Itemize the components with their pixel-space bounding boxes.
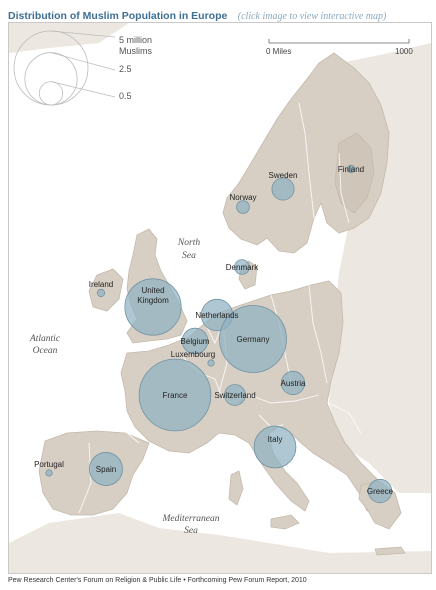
austria-bubble[interactable] (280, 370, 306, 396)
spain-label: Spain (96, 465, 116, 474)
italy-bubble[interactable] (253, 425, 297, 469)
luxembourg-label: Luxembourg (171, 350, 215, 359)
country-bubbles[interactable] (45, 164, 393, 504)
sweden-label: Sweden (269, 171, 298, 180)
luxembourg-bubble[interactable] (207, 359, 215, 367)
france-label: France (163, 391, 188, 400)
sweden-bubble[interactable] (271, 177, 295, 201)
ireland-bubble[interactable] (96, 288, 106, 298)
italy-label: Italy (268, 435, 283, 444)
north-sea-label-line1: North (177, 238, 200, 248)
north-sea-label-line2: Sea (182, 251, 196, 261)
country-labels: Finland Sweden Norway Denmark Ireland UnitedK… (34, 165, 394, 496)
legend-leaders (50, 30, 116, 98)
legend-circle (38, 81, 64, 106)
header: Distribution of Muslim Population in Eur… (8, 6, 432, 22)
france-bubble[interactable] (138, 358, 212, 432)
legend-label-2-5: 2.5 (119, 64, 132, 74)
austria-label: Austria (281, 379, 306, 388)
footer-credit: Pew Research Center's Forum on Religion … (8, 577, 307, 584)
switzerland-bubble[interactable] (224, 384, 246, 406)
greece-label: Greece (367, 487, 394, 496)
legend-leader-line (50, 81, 116, 98)
interactive-map-hint[interactable]: (click image to view interactive map) (237, 11, 387, 22)
size-legend: 5 million Muslims 2.5 0.5 (13, 30, 152, 106)
norway-bubble[interactable] (236, 200, 250, 214)
portugal-bubble[interactable] (45, 469, 53, 477)
scale-start-label: 0 Miles (266, 47, 291, 56)
denmark-bubble[interactable] (234, 259, 250, 275)
map-frame[interactable]: 5 million Muslims 2.5 0.5 0 Miles 1000 N… (8, 22, 432, 574)
switzerland-label: Switzerland (214, 391, 255, 400)
legend-leader-line (50, 52, 116, 71)
scale-bar: 0 Miles 1000 (266, 39, 413, 56)
legend-label-5m: 5 million (119, 35, 152, 45)
united-kingdom-label: United (141, 286, 164, 295)
belgium-label: Belgium (181, 337, 210, 346)
mediterranean-sea-label-line1: Mediterranean (162, 514, 220, 524)
atlantic-ocean-label-line2: Ocean (33, 346, 58, 356)
legend-circle (24, 52, 78, 106)
legend-leader-line (50, 30, 116, 38)
spain-bubble[interactable] (89, 452, 123, 486)
legend-label-muslims: Muslims (119, 46, 152, 56)
scale-end-label: 1000 (395, 47, 413, 56)
united-kingdom-label: Kingdom (137, 296, 169, 305)
water-labels: North Sea Atlantic Ocean Mediterranean S… (29, 238, 220, 536)
united-kingdom-bubble[interactable] (124, 278, 182, 336)
germany-bubble[interactable] (219, 305, 287, 373)
norway-label: Norway (229, 193, 256, 202)
finland-bubble[interactable] (346, 164, 356, 174)
page-title: Distribution of Muslim Population in Eur… (8, 10, 228, 22)
legend-label-0-5: 0.5 (119, 91, 132, 101)
finland-label: Finland (338, 165, 364, 174)
belgium-bubble[interactable] (181, 327, 209, 355)
greece-bubble[interactable] (367, 478, 393, 504)
mediterranean-sea-label-line2: Sea (184, 526, 198, 536)
portugal-label: Portugal (34, 460, 64, 469)
ireland-label: Ireland (89, 280, 113, 289)
denmark-label: Denmark (226, 263, 259, 272)
atlantic-ocean-label-line1: Atlantic (29, 334, 61, 344)
netherlands-label: Netherlands (195, 311, 238, 320)
europe-map[interactable]: 5 million Muslims 2.5 0.5 0 Miles 1000 N… (9, 23, 431, 573)
germany-label: Germany (237, 335, 270, 344)
